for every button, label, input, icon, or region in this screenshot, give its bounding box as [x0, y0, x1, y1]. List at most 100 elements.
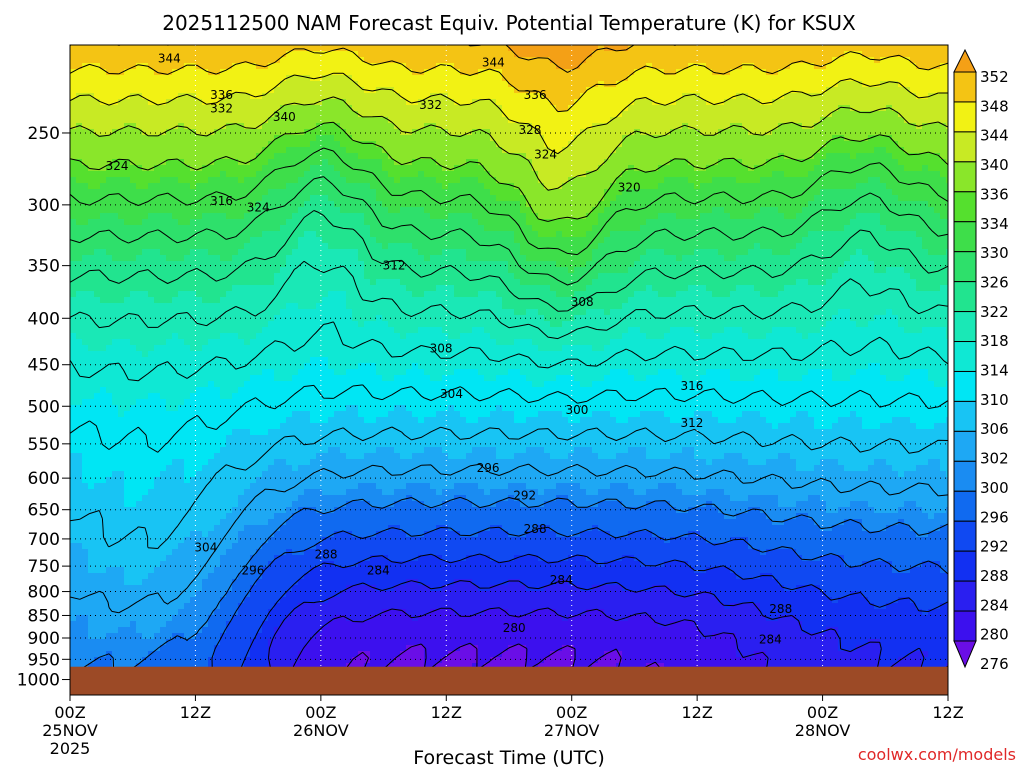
field-cell: [190, 429, 197, 436]
field-cell: [286, 159, 293, 166]
field-cell: [76, 573, 83, 580]
field-cell: [142, 123, 149, 130]
field-cell: [340, 315, 347, 322]
field-cell: [130, 585, 137, 592]
field-cell: [172, 153, 179, 160]
field-cell: [142, 573, 149, 580]
field-cell: [334, 141, 341, 148]
field-cell: [316, 315, 323, 322]
field-cell: [292, 495, 299, 502]
field-cell: [238, 45, 245, 52]
field-cell: [106, 117, 113, 124]
field-cell: [250, 291, 257, 298]
field-cell: [250, 177, 257, 184]
field-cell: [190, 519, 197, 526]
field-cell: [100, 363, 107, 370]
field-cell: [76, 201, 83, 208]
field-cell: [316, 249, 323, 256]
field-cell: [178, 393, 185, 400]
field-cell: [322, 507, 329, 514]
field-cell: [172, 609, 179, 616]
field-cell: [160, 327, 167, 334]
field-cell: [220, 543, 227, 550]
field-cell: [136, 135, 143, 142]
field-cell: [178, 405, 185, 412]
field-cell: [256, 333, 263, 340]
field-cell: [94, 159, 101, 166]
field-cell: [124, 639, 131, 646]
field-cell: [256, 471, 263, 478]
field-cell: [220, 303, 227, 310]
field-cell: [268, 141, 275, 148]
field-cell: [244, 597, 251, 604]
field-cell: [232, 147, 239, 154]
field-cell: [256, 297, 263, 304]
field-cell: [148, 201, 155, 208]
field-cell: [190, 447, 197, 454]
field-cell: [256, 531, 263, 538]
field-cell: [160, 645, 167, 652]
field-cell: [340, 111, 347, 118]
field-cell: [256, 63, 263, 70]
field-cell: [274, 621, 281, 628]
field-cell: [166, 651, 173, 658]
field-cell: [142, 81, 149, 88]
field-cell: [340, 309, 347, 316]
field-cell: [292, 249, 299, 256]
field-cell: [256, 75, 263, 82]
field-cell: [298, 657, 305, 664]
field-cell: [274, 453, 281, 460]
field-cell: [148, 609, 155, 616]
field-cell: [178, 195, 185, 202]
field-cell: [244, 423, 251, 430]
field-cell: [112, 507, 119, 514]
field-cell: [274, 303, 281, 310]
field-cell: [184, 543, 191, 550]
field-cell: [70, 345, 77, 352]
field-cell: [316, 321, 323, 328]
field-cell: [322, 591, 329, 598]
field-cell: [280, 177, 287, 184]
field-cell: [202, 363, 209, 370]
field-cell: [142, 297, 149, 304]
field-cell: [202, 69, 209, 76]
field-cell: [250, 573, 257, 580]
field-cell: [292, 375, 299, 382]
field-cell: [328, 171, 335, 178]
field-cell: [334, 459, 341, 466]
field-cell: [136, 285, 143, 292]
field-cell: [82, 243, 89, 250]
field-cell: [190, 405, 197, 412]
field-cell: [178, 447, 185, 454]
field-cell: [286, 585, 293, 592]
field-cell: [280, 315, 287, 322]
field-cell: [310, 615, 317, 622]
field-cell: [148, 261, 155, 268]
field-cell: [244, 507, 251, 514]
field-cell: [202, 513, 209, 520]
field-cell: [298, 405, 305, 412]
field-cell: [172, 75, 179, 82]
field-cell: [160, 267, 167, 274]
field-cell: [262, 99, 269, 106]
field-cell: [184, 423, 191, 430]
field-cell: [142, 183, 149, 190]
field-cell: [112, 63, 119, 70]
field-cell: [298, 651, 305, 658]
field-cell: [136, 633, 143, 640]
field-cell: [142, 465, 149, 472]
field-cell: [322, 483, 329, 490]
field-cell: [94, 573, 101, 580]
field-cell: [166, 621, 173, 628]
field-cell: [220, 213, 227, 220]
field-cell: [118, 381, 125, 388]
field-cell: [154, 51, 161, 58]
field-cell: [202, 111, 209, 118]
field-cell: [286, 369, 293, 376]
field-cell: [70, 369, 77, 376]
field-cell: [220, 579, 227, 586]
field-cell: [154, 297, 161, 304]
field-cell: [160, 69, 167, 76]
field-cell: [214, 183, 221, 190]
field-cell: [142, 291, 149, 298]
